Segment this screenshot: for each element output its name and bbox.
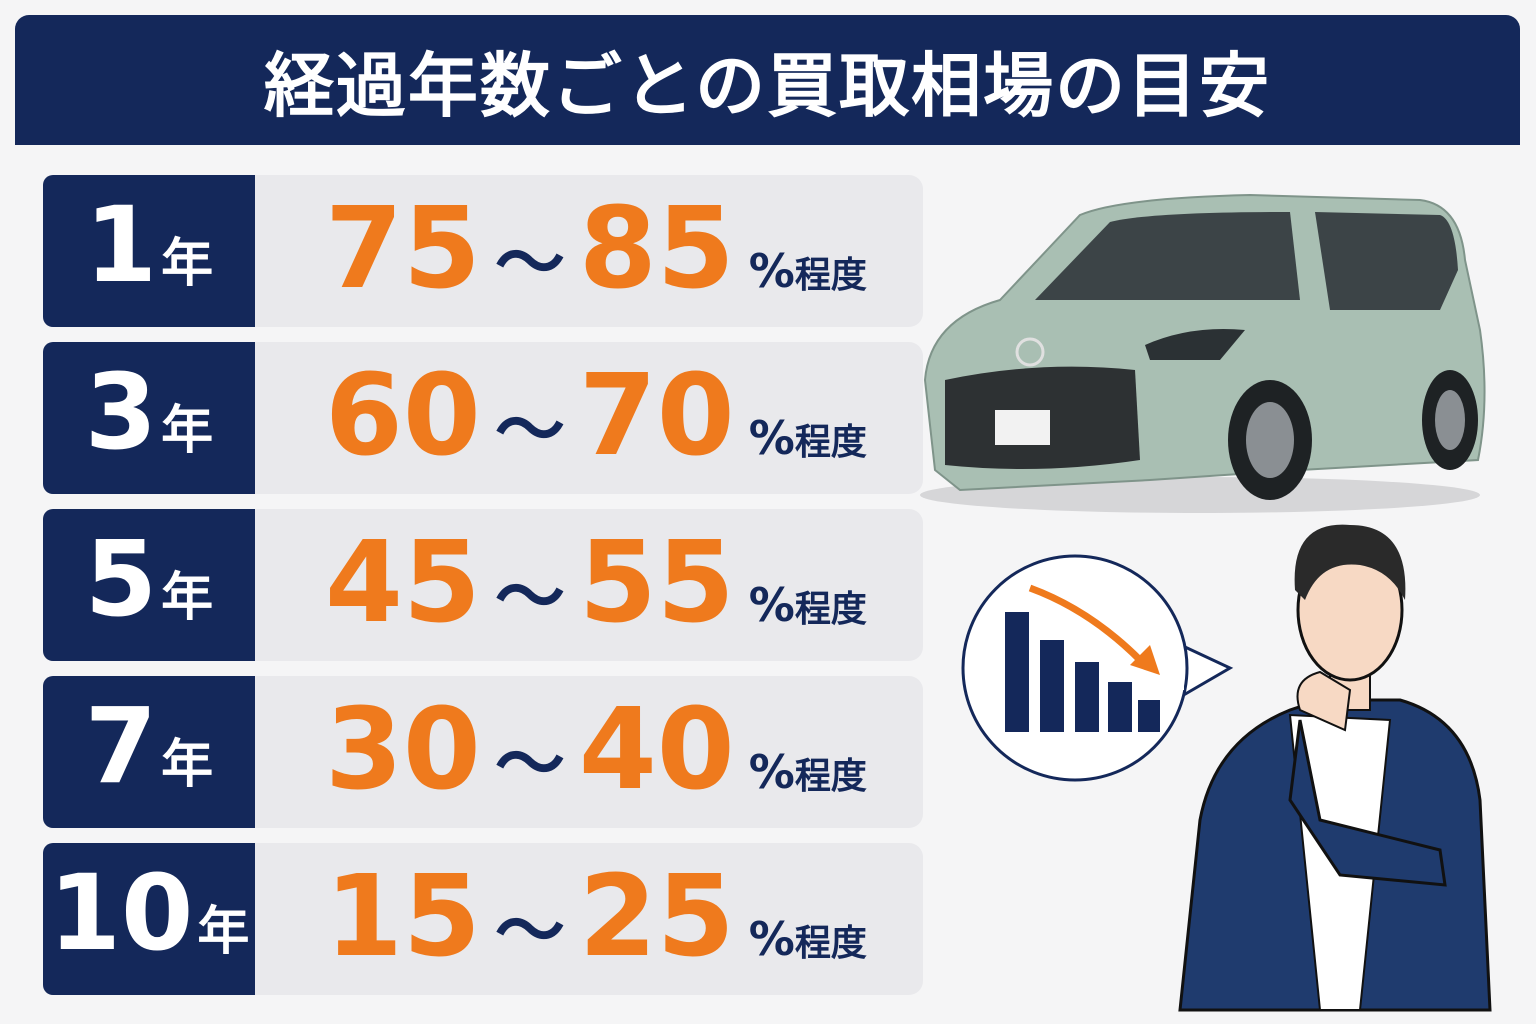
rate-row: 1 年 75 ～ 85% 程度 [43,175,923,327]
rate-row: 5 年 45 ～ 55% 程度 [43,509,923,661]
rate-row: 7 年 30 ～ 40% 程度 [43,676,923,828]
rate-low: 75 [325,184,481,314]
rate-row: 10 年 15 ～ 25% 程度 [43,843,923,995]
rate-low: 45 [325,518,481,648]
rate-suffix: 程度 [794,589,867,630]
speech-bubble [961,554,1234,782]
year-number: 1 [84,184,158,306]
rate-percent: % [748,411,795,465]
year-number: 5 [84,518,158,640]
rate-suffix: 程度 [794,756,867,797]
rate-tilde: ～ [494,723,565,805]
rate-percent: % [748,578,795,632]
year-unit: 年 [161,234,214,294]
year-number: 3 [84,351,158,473]
rate-suffix: 程度 [794,422,867,463]
rate-suffix: 程度 [794,255,867,296]
person-illustration [1178,524,1492,1012]
rate-tilde: ～ [494,389,565,471]
year-unit: 年 [161,401,214,461]
rate-percent: % [748,244,795,298]
rate-percent: % [748,745,795,799]
rate-high: 85 [578,184,735,314]
rate-suffix: 程度 [794,923,867,964]
rate-box: 30 ～ 40% 程度 [255,676,923,828]
year-number: 7 [84,685,158,807]
car-illustration [920,193,1486,513]
year-unit: 年 [161,735,214,795]
rate-tilde: ～ [494,890,565,972]
rate-high: 25 [578,852,735,982]
rate-box: 60 ～ 70% 程度 [255,342,923,494]
year-unit: 年 [197,902,250,962]
title: 経過年数ごとの買取相場の目安 [263,44,1272,127]
rate-high: 40 [578,685,735,815]
year-unit: 年 [161,568,214,628]
year-number: 10 [48,852,194,974]
rate-low: 60 [325,351,481,481]
year-box: 10 年 [43,843,255,995]
rate-low: 30 [325,685,481,815]
rate-tilde: ～ [494,556,565,638]
rate-tilde: ～ [494,222,565,304]
rate-box: 75 ～ 85% 程度 [255,175,923,327]
rate-row: 3 年 60 ～ 70% 程度 [43,342,923,494]
rate-box: 45 ～ 55% 程度 [255,509,923,661]
rate-percent: % [748,912,795,966]
rate-high: 55 [578,518,735,648]
rate-low: 15 [325,852,481,982]
header: 経過年数ごとの買取相場の目安 [15,15,1520,145]
rate-list: 1 年 75 ～ 85% 程度 3 年 60 ～ 70% 程度 5 年 45 ～ 55% 程度 7 年 30 ～ 40% 程度… [43,175,923,1010]
rate-high: 70 [578,351,735,481]
rate-box: 15 ～ 25% 程度 [255,843,923,995]
